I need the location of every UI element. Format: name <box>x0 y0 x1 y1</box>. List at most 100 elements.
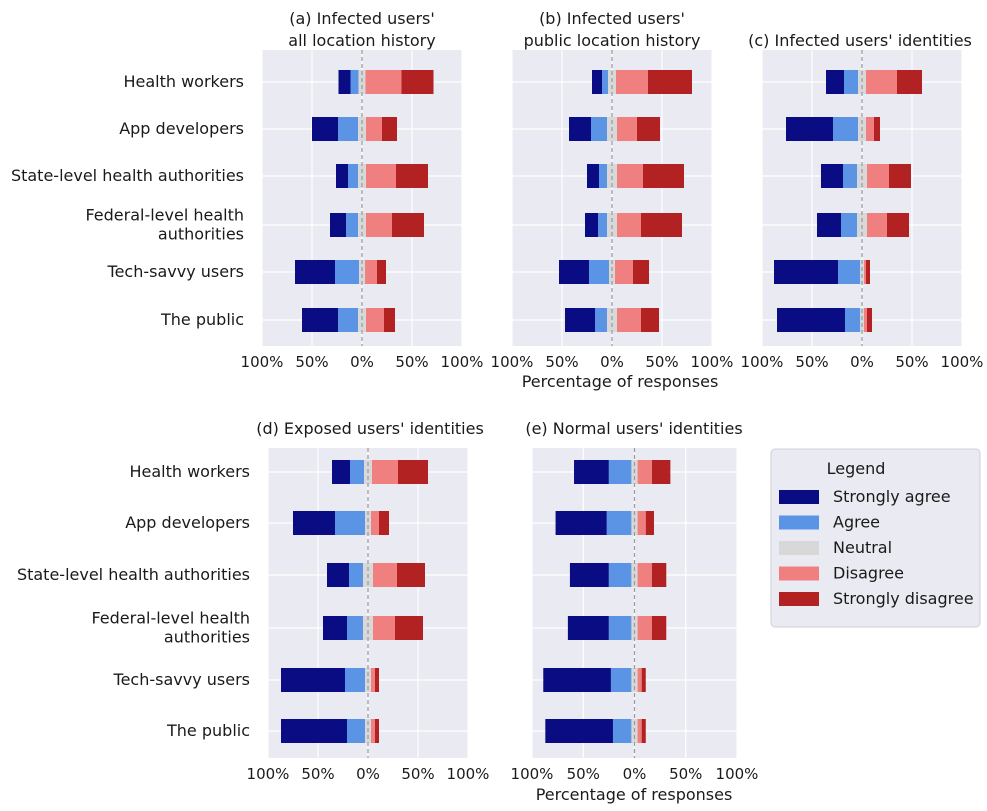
x-tick-label: 100% <box>741 353 784 371</box>
bar-disagree <box>637 668 642 692</box>
bar-disagree <box>637 511 646 535</box>
y-category-label-line: State-level health authorities <box>17 565 250 584</box>
y-category-label-line: Health workers <box>123 72 244 91</box>
legend-swatch-disagree <box>779 566 819 581</box>
x-tick-label: 100% <box>716 765 759 783</box>
bar-agree <box>338 117 358 141</box>
panel-title: (d) Exposed users' identities <box>256 419 484 438</box>
x-tick-label: 100% <box>241 353 284 371</box>
bar-strongly-disagree <box>874 117 880 141</box>
bar-strongly-agree <box>587 164 599 188</box>
bar-disagree <box>371 668 375 692</box>
legend-title: Legend <box>827 459 886 478</box>
bar-strongly-disagree <box>643 164 684 188</box>
bar-agree <box>345 668 365 692</box>
bar-strongly-disagree <box>379 511 389 535</box>
bar-strongly-agree <box>569 117 591 141</box>
bar-disagree <box>371 719 375 743</box>
bar-strongly-agree <box>786 117 833 141</box>
bar-agree <box>599 164 607 188</box>
bar-disagree <box>867 164 889 188</box>
bar-neutral <box>631 616 638 640</box>
bar-agree <box>610 668 632 692</box>
bar-strongly-agree <box>574 460 609 484</box>
bar-neutral <box>359 260 365 284</box>
x-tick-label: 50% <box>295 353 328 371</box>
bar-strongly-agree <box>327 563 349 587</box>
x-tick-label: 0% <box>600 353 624 371</box>
legend-label-strongly-disagree: Strongly disagree <box>833 589 974 608</box>
legend-swatch-strongly-agree <box>779 490 819 504</box>
bar-disagree <box>617 308 641 332</box>
bar-strongly-agree <box>293 511 335 535</box>
bar-disagree <box>866 70 897 94</box>
legend-swatch-neutral <box>779 541 819 555</box>
panel-a: (a) Infected users' all location history 1… <box>11 9 484 371</box>
bar-strongly-disagree <box>375 719 379 743</box>
x-tick-label: 50% <box>395 353 428 371</box>
x-tick-label: 50% <box>795 353 828 371</box>
bar-agree <box>338 308 358 332</box>
bar-strongly-agree <box>332 460 350 484</box>
bar-strongly-disagree <box>641 213 682 237</box>
panel-c: (c) Infected users' identities 100% 50% 0% 5… <box>741 31 984 371</box>
x-tick-label: 50% <box>401 765 434 783</box>
bar-strongly-agree <box>543 668 611 692</box>
x-tick-label: 50% <box>301 765 334 783</box>
bar-agree <box>608 563 632 587</box>
legend-label-neutral: Neutral <box>833 538 892 557</box>
panel-title: all location history <box>288 31 435 50</box>
legend-label-disagree: Disagree <box>833 564 904 583</box>
bar-strongly-disagree <box>398 460 428 484</box>
bar-agree <box>602 70 608 94</box>
panel-title: (e) Normal users' identities <box>525 419 742 438</box>
bar-strongly-disagree <box>396 164 428 188</box>
bar-agree <box>335 260 359 284</box>
panel-b: (b) Infected users' public location histo… <box>491 9 734 371</box>
bar-agree <box>612 719 632 743</box>
y-category-label-line: App developers <box>125 513 250 532</box>
bar-strongly-disagree <box>651 460 671 484</box>
bar-strongly-disagree <box>401 70 434 94</box>
bar-strongly-agree <box>281 719 347 743</box>
legend: Legend Strongly agree Agree Neutral Disagree… <box>770 448 981 628</box>
y-category-label: Federal-level health authorities <box>91 609 250 647</box>
bar-agree <box>838 260 860 284</box>
bar-disagree <box>615 260 633 284</box>
x-tick-label: 100% <box>511 765 554 783</box>
y-category-label-line: State-level health authorities <box>11 166 244 185</box>
legend-box <box>770 448 981 628</box>
x-tick-label: 100% <box>491 353 534 371</box>
bar-agree <box>608 460 632 484</box>
bar-strongly-agree <box>559 260 589 284</box>
y-category-label-line: Tech-savvy users <box>107 262 244 281</box>
x-tick-label: 50% <box>669 765 702 783</box>
x-axis-label: Percentage of responses <box>522 372 719 391</box>
bar-strongly-agree <box>281 668 345 692</box>
bar-strongly-disagree <box>395 616 423 640</box>
x-axis-label: Percentage of responses <box>536 785 733 804</box>
bar-disagree <box>366 164 396 188</box>
y-category-label-line: authorities <box>158 225 244 244</box>
bar-strongly-disagree <box>633 260 649 284</box>
y-category-label-line: Tech-savvy users <box>113 670 250 689</box>
bar-strongly-agree <box>567 616 609 640</box>
bar-strongly-agree <box>565 308 595 332</box>
bar-strongly-agree <box>545 719 613 743</box>
bar-agree <box>589 260 609 284</box>
bar-agree <box>347 616 363 640</box>
bar-agree <box>595 308 607 332</box>
bar-strongly-agree <box>592 70 602 94</box>
bar-strongly-disagree <box>641 308 659 332</box>
bar-neutral <box>631 511 638 535</box>
y-category-label: State-level health authorities <box>11 166 244 185</box>
bar-agree <box>349 563 363 587</box>
bar-agree <box>350 70 359 94</box>
bar-neutral <box>365 511 371 535</box>
bar-strongly-disagree <box>645 511 654 535</box>
y-category-label: State-level health authorities <box>17 565 250 584</box>
x-tick-label: 50% <box>545 353 578 371</box>
bar-agree <box>348 164 358 188</box>
